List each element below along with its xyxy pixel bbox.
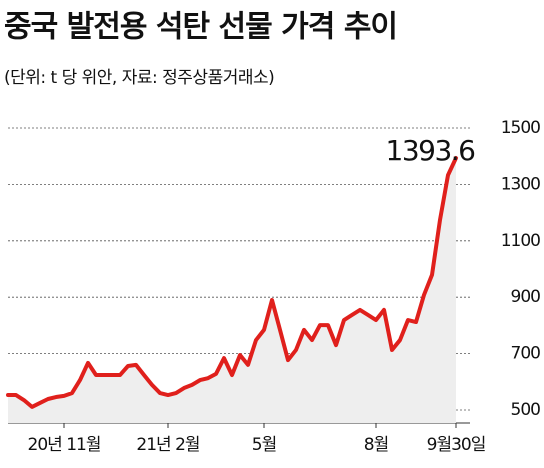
y-tick-label: 900 — [511, 287, 541, 307]
annotation: 1393.6 — [386, 134, 476, 167]
y-tick-label: 700 — [511, 344, 541, 364]
chart-subtitle: (단위: t 당 위안, 자료: 정주상품거래소) — [4, 68, 274, 88]
x-tick-label: 9월30일 — [427, 435, 486, 455]
x-tick-label: 8월 — [364, 435, 388, 455]
x-tick-label: 21년 2월 — [136, 435, 199, 455]
y-tick-label: 1500 — [501, 118, 540, 138]
area — [8, 158, 456, 423]
y-tick-label: 1100 — [501, 231, 540, 251]
line — [6, 156, 458, 409]
y-tick-label: 1300 — [501, 174, 540, 194]
x-tick-label: 20년 11월 — [28, 435, 101, 455]
y-tick-label: 500 — [511, 400, 541, 420]
chart-title: 중국 발전용 석탄 선물 가격 추이 — [4, 10, 397, 45]
x-tick-label: 5월 — [252, 435, 276, 455]
